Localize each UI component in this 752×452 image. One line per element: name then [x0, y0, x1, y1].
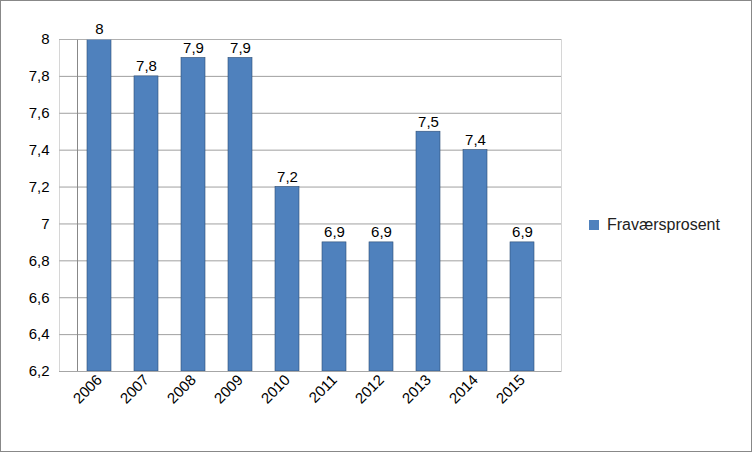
svg-text:7,9: 7,9	[230, 39, 251, 56]
svg-text:2009: 2009	[210, 371, 246, 407]
svg-text:2007: 2007	[116, 371, 152, 407]
svg-text:6,8: 6,8	[29, 252, 50, 269]
svg-text:7,2: 7,2	[29, 178, 50, 195]
svg-text:6,2: 6,2	[29, 362, 50, 379]
svg-text:8: 8	[41, 30, 49, 47]
svg-text:6,9: 6,9	[371, 223, 392, 240]
svg-text:7: 7	[41, 215, 49, 232]
svg-text:6,6: 6,6	[29, 289, 50, 306]
svg-text:6,9: 6,9	[512, 223, 533, 240]
svg-text:7,5: 7,5	[418, 113, 439, 130]
svg-text:2012: 2012	[351, 371, 387, 407]
svg-text:7,8: 7,8	[29, 67, 50, 84]
svg-text:7,6: 7,6	[29, 104, 50, 121]
svg-text:7,2: 7,2	[277, 168, 298, 185]
svg-text:7,9: 7,9	[183, 39, 204, 56]
svg-text:2015: 2015	[492, 371, 528, 407]
svg-text:6,9: 6,9	[324, 223, 345, 240]
svg-text:7,4: 7,4	[465, 131, 486, 148]
svg-text:8: 8	[95, 20, 103, 37]
svg-text:2006: 2006	[69, 371, 105, 407]
svg-text:2008: 2008	[163, 371, 199, 407]
svg-text:2010: 2010	[257, 371, 293, 407]
svg-text:7,4: 7,4	[29, 141, 50, 158]
html-text:Fraværsprosent: Fraværsprosent	[607, 216, 720, 233]
svg-text:7,8: 7,8	[136, 57, 157, 74]
svg-text:6,4: 6,4	[29, 325, 50, 342]
svg-text:2013: 2013	[398, 371, 434, 407]
svg-text:2011: 2011	[305, 371, 340, 406]
svg-text:2014: 2014	[445, 371, 481, 407]
